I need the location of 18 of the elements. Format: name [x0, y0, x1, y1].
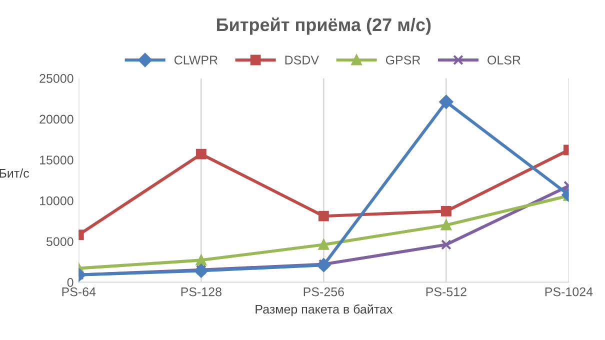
x-tick-label: PS-128	[181, 287, 222, 296]
x-tick-label: PS-512	[426, 287, 466, 296]
y-tick-label: 15000	[40, 156, 74, 164]
x-tick-label: PS-256	[304, 287, 344, 296]
y-tick-label: 25000	[40, 74, 74, 83]
legend-label: CLWPR	[174, 56, 218, 64]
x-axis-title: Размер пакета в байтах	[256, 304, 393, 316]
legend-label: GPSR	[386, 56, 420, 64]
y-tick-label: 10000	[40, 196, 74, 206]
y-axis-title: Бит/с	[0, 168, 30, 178]
legend-label: DSDV	[285, 56, 319, 64]
x-tick-label: PS-1024	[545, 287, 593, 296]
y-tick-label: 20000	[40, 114, 74, 124]
chart-title: Битрейт приёма (27 м/с)	[217, 18, 431, 35]
y-tick-label: 0	[67, 278, 74, 287]
legend-label: OLSR	[488, 56, 520, 64]
y-tick-label: 5000	[46, 237, 74, 246]
x-tick-label: PS-64	[62, 287, 96, 296]
